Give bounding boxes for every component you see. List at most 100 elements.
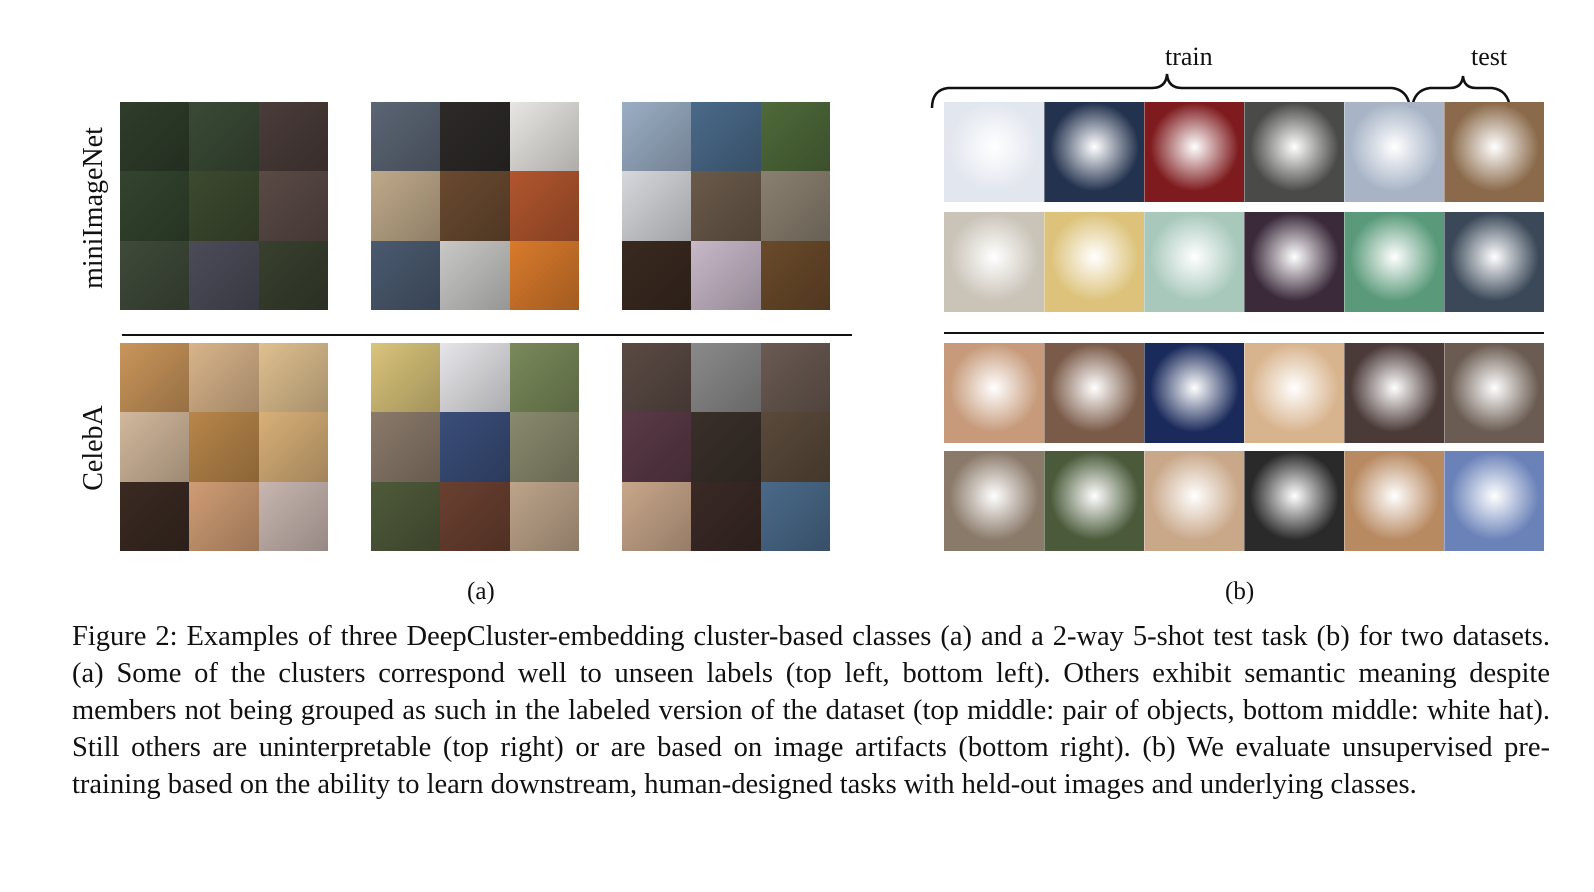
image-strip bbox=[944, 212, 1544, 312]
train-image bbox=[1144, 212, 1244, 312]
cluster-grid bbox=[120, 343, 328, 551]
test-brace bbox=[1410, 75, 1512, 109]
thumbnail-image bbox=[691, 412, 761, 482]
thumbnail-image bbox=[440, 240, 510, 310]
thumbnail-image bbox=[120, 102, 190, 172]
image-strip bbox=[944, 343, 1544, 443]
thumbnail-image bbox=[120, 412, 190, 482]
thumbnail-image bbox=[371, 412, 441, 482]
thumbnail-image bbox=[189, 343, 259, 413]
thumbnail-image bbox=[691, 481, 761, 551]
train-test-braces bbox=[930, 73, 1512, 109]
thumbnail-image bbox=[622, 412, 692, 482]
thumbnail-image bbox=[440, 481, 510, 551]
train-image bbox=[1044, 451, 1144, 551]
thumbnail-image bbox=[760, 343, 830, 413]
thumbnail-image bbox=[120, 481, 190, 551]
train-image bbox=[944, 451, 1044, 551]
thumbnail-image bbox=[760, 412, 830, 482]
figure-caption: Figure 2: Examples of three DeepCluster-… bbox=[72, 621, 1550, 800]
thumbnail-image bbox=[258, 343, 328, 413]
thumbnail-image bbox=[691, 240, 761, 310]
thumbnail-image bbox=[440, 412, 510, 482]
thumbnail-image bbox=[371, 240, 441, 310]
thumbnail-image bbox=[509, 240, 579, 310]
thumbnail-image bbox=[760, 240, 830, 310]
thumbnail-image bbox=[691, 171, 761, 241]
thumbnail-image bbox=[509, 412, 579, 482]
thumbnail-image bbox=[258, 171, 328, 241]
thumbnail-image bbox=[258, 102, 328, 172]
thumbnail-image bbox=[440, 343, 510, 413]
cluster-grid bbox=[120, 102, 328, 310]
thumbnail-image bbox=[371, 343, 441, 413]
test-label: test bbox=[1471, 42, 1508, 71]
thumbnail-image bbox=[189, 412, 259, 482]
thumbnail-image bbox=[509, 481, 579, 551]
thumbnail-image bbox=[691, 102, 761, 172]
thumbnail-image bbox=[622, 102, 692, 172]
thumbnail-image bbox=[622, 240, 692, 310]
cluster-grid bbox=[371, 343, 579, 551]
thumbnail-image bbox=[509, 171, 579, 241]
divider-line bbox=[944, 332, 1544, 334]
train-image bbox=[1144, 451, 1244, 551]
train-image bbox=[944, 212, 1044, 312]
thumbnail-image bbox=[189, 102, 259, 172]
thumbnail-image bbox=[622, 343, 692, 413]
thumbnail-image bbox=[760, 481, 830, 551]
train-image bbox=[1144, 102, 1244, 202]
thumbnail-image bbox=[760, 102, 830, 172]
test-image bbox=[1444, 212, 1544, 312]
train-image bbox=[1044, 102, 1144, 202]
train-image bbox=[1244, 212, 1344, 312]
train-image bbox=[1344, 212, 1444, 312]
thumbnail-image bbox=[189, 171, 259, 241]
train-brace bbox=[930, 73, 1412, 109]
thumbnail-image bbox=[760, 171, 830, 241]
thumbnail-image bbox=[371, 481, 441, 551]
image-strip bbox=[944, 102, 1544, 202]
thumbnail-image bbox=[509, 102, 579, 172]
train-image bbox=[1044, 212, 1144, 312]
thumbnail-image bbox=[509, 343, 579, 413]
thumbnail-image bbox=[622, 171, 692, 241]
thumbnail-image bbox=[440, 102, 510, 172]
thumbnail-image bbox=[371, 171, 441, 241]
thumbnail-image bbox=[440, 171, 510, 241]
divider-line bbox=[122, 334, 852, 336]
train-image bbox=[1244, 102, 1344, 202]
thumbnail-image bbox=[622, 481, 692, 551]
thumbnail-image bbox=[691, 343, 761, 413]
test-image bbox=[1444, 102, 1544, 202]
train-image bbox=[1244, 343, 1344, 443]
train-label: train bbox=[1165, 42, 1213, 71]
thumbnail-image bbox=[189, 240, 259, 310]
train-image bbox=[944, 102, 1044, 202]
cluster-grid bbox=[622, 102, 830, 310]
subfigure-label-b: (b) bbox=[1225, 578, 1255, 605]
row-label-celeba: CelebA bbox=[78, 405, 109, 491]
cluster-grid bbox=[622, 343, 830, 551]
train-image bbox=[1044, 343, 1144, 443]
thumbnail-image bbox=[120, 240, 190, 310]
train-image bbox=[1344, 102, 1444, 202]
image-strip bbox=[944, 451, 1544, 551]
test-image bbox=[1444, 451, 1544, 551]
thumbnail-image bbox=[120, 171, 190, 241]
thumbnail-image bbox=[258, 412, 328, 482]
thumbnail-image bbox=[120, 343, 190, 413]
train-image bbox=[1144, 343, 1244, 443]
row-label-miniimagenet: miniImageNet bbox=[78, 127, 109, 289]
thumbnail-image bbox=[258, 481, 328, 551]
test-image bbox=[1444, 343, 1544, 443]
cluster-grid bbox=[371, 102, 579, 310]
subfigure-label-a: (a) bbox=[467, 578, 495, 605]
train-image bbox=[1344, 451, 1444, 551]
train-image bbox=[1344, 343, 1444, 443]
train-image bbox=[1244, 451, 1344, 551]
train-image bbox=[944, 343, 1044, 443]
thumbnail-image bbox=[258, 240, 328, 310]
thumbnail-image bbox=[371, 102, 441, 172]
thumbnail-image bbox=[189, 481, 259, 551]
